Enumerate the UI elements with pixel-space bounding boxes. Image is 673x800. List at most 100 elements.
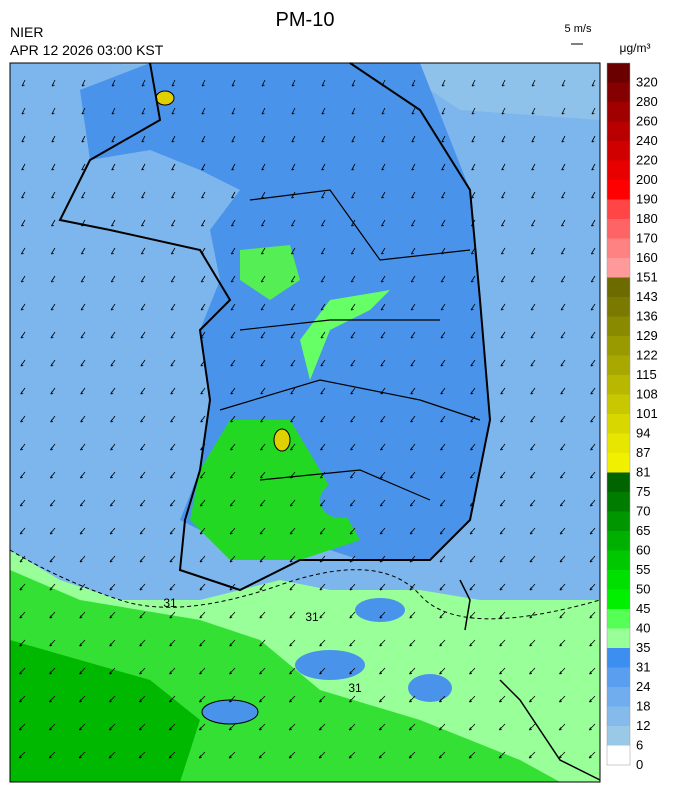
wind-arrow	[471, 163, 476, 171]
wind-arrow	[380, 275, 386, 283]
color-box	[607, 277, 630, 297]
color-box	[607, 394, 630, 414]
wind-arrow	[111, 135, 116, 143]
wind-arrow	[588, 751, 596, 759]
wind-arrow	[531, 135, 536, 143]
wind-arrow	[560, 359, 566, 367]
wind-arrow	[50, 331, 56, 339]
wind-arrow	[349, 639, 356, 647]
wind-arrow	[321, 135, 326, 143]
wind-arrow	[351, 191, 356, 199]
wind-arrow	[590, 415, 596, 423]
map: 31 31 31	[9, 62, 601, 783]
wind-arrow	[50, 247, 56, 255]
wind-arrow	[78, 751, 86, 759]
wind-arrow	[78, 723, 86, 731]
wind-arrow	[49, 471, 56, 479]
wind-arrow	[529, 639, 536, 647]
contour-label: 31	[348, 681, 362, 695]
wind-arrow	[591, 219, 596, 227]
wind-arrow	[290, 303, 296, 311]
wind-arrow	[411, 191, 416, 199]
wind-arrow	[261, 163, 266, 171]
unit: μg/m³	[620, 41, 651, 55]
wind-arrow	[500, 359, 506, 367]
wind-arrow	[351, 107, 356, 115]
wind-arrow	[229, 527, 236, 535]
wind-arrow	[260, 359, 266, 367]
wind-arrow	[170, 359, 176, 367]
color-box	[607, 336, 630, 356]
wind-arrow	[140, 247, 146, 255]
jeju	[201, 699, 259, 725]
wind-arrow	[110, 247, 116, 255]
wind-arrow	[200, 359, 206, 367]
wind-arrow	[499, 499, 506, 507]
wind-arrow	[350, 247, 356, 255]
wind-arrow	[259, 611, 266, 619]
wind-arrow	[409, 471, 416, 479]
wind-arrow	[19, 695, 26, 703]
wind-arrow	[378, 723, 386, 731]
wind-arrow	[259, 583, 266, 591]
wind-arrow	[198, 723, 206, 731]
level-label: 136	[636, 309, 658, 324]
wind-arrow	[590, 247, 596, 255]
wind-arrow	[21, 219, 26, 227]
color-box	[607, 258, 630, 278]
level-label: 55	[636, 562, 650, 577]
wind-arrow	[19, 499, 26, 507]
wind-arrow	[589, 695, 596, 703]
wind-arrow	[230, 415, 236, 423]
wind-arrow	[19, 555, 26, 563]
wind-arrow	[231, 107, 236, 115]
wind-arrow	[410, 303, 416, 311]
wind-arrow	[80, 303, 86, 311]
colorbar-frame	[606, 62, 631, 766]
level-label: 24	[636, 679, 650, 694]
wind-arrow	[319, 555, 326, 563]
wind-arrow	[560, 415, 566, 423]
wind-arrow	[140, 303, 146, 311]
wind-arrow	[440, 387, 446, 395]
wind-arrow	[141, 79, 146, 87]
wind-arrow	[79, 555, 86, 563]
wind-arrow	[349, 611, 356, 619]
wind-arrow	[201, 191, 206, 199]
wind-arrow	[589, 583, 596, 591]
wind-arrow	[498, 751, 506, 759]
wind-arrow	[168, 723, 176, 731]
wind-arrow	[350, 303, 356, 311]
wind-arrow	[499, 471, 506, 479]
wind-arrow	[469, 583, 476, 591]
wind-arrow	[530, 443, 536, 451]
wind-arrow	[591, 191, 596, 199]
wind-arrow	[499, 639, 506, 647]
wind-arrow	[318, 751, 326, 759]
level-label: 6	[636, 738, 643, 753]
color-box	[607, 550, 630, 570]
wind-arrow	[170, 303, 176, 311]
wind-arrow	[109, 639, 116, 647]
wind-arrow	[380, 359, 386, 367]
wind-arrow	[411, 79, 416, 87]
wind-arrow	[110, 443, 116, 451]
wind-arrow	[468, 751, 476, 759]
level-label: 200	[636, 172, 658, 187]
wind-arrow	[321, 219, 326, 227]
wind-arrow	[409, 499, 416, 507]
wind-arrow	[49, 499, 56, 507]
wind-arrow	[49, 667, 56, 675]
wind-arrow	[289, 611, 296, 619]
wind-arrow	[229, 639, 236, 647]
wind-arrow	[140, 443, 146, 451]
wind-arrow	[230, 331, 236, 339]
wind-arrow	[558, 723, 566, 731]
wind-arrow	[81, 107, 86, 115]
wind-arrow	[19, 527, 26, 535]
wind-arrow	[321, 107, 326, 115]
wind-arrow	[139, 667, 146, 675]
wind-arrow	[140, 331, 146, 339]
wind-arrow	[591, 79, 596, 87]
wind-arrow	[19, 471, 26, 479]
